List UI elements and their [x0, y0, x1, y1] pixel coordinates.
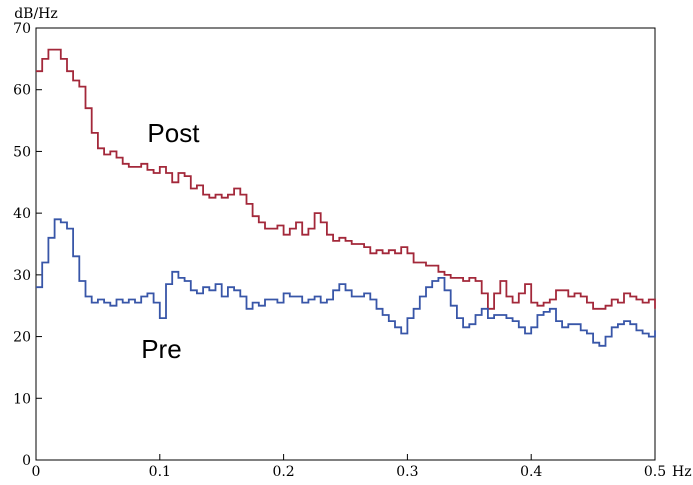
y-tick-label: 30	[13, 268, 31, 284]
annotation-layer: Post Pre	[141, 118, 200, 364]
series-label-post: Post	[147, 118, 200, 148]
x-tick-label: 0.1	[149, 464, 171, 480]
y-tick-label: 0	[22, 453, 31, 469]
y-axis-title: dB/Hz	[14, 6, 58, 22]
series-label-pre: Pre	[141, 334, 181, 364]
y-axis: 0 10 20 30 40 50 60 70	[13, 21, 42, 469]
y-tick-label: 70	[13, 21, 31, 37]
series-layer	[36, 48, 656, 347]
series-line-pre	[36, 218, 656, 347]
x-tick-label: 0	[32, 464, 41, 480]
y-tick-label: 60	[13, 83, 31, 99]
x-axis: 0 0.1 0.2 0.3 0.4 0.5	[32, 454, 666, 480]
y-tick-label: 40	[13, 206, 31, 222]
x-tick-label: 0.5	[644, 464, 666, 480]
y-tick-label: 10	[13, 391, 31, 407]
y-tick-label: 50	[13, 144, 31, 160]
x-tick-label: 0.2	[272, 464, 294, 480]
x-tick-label: 0.3	[396, 464, 418, 480]
x-tick-label: 0.4	[520, 464, 542, 480]
y-tick-label: 20	[13, 330, 31, 346]
series-line-post	[36, 48, 656, 310]
plot-frame	[35, 27, 656, 461]
x-axis-unit: Hz	[672, 464, 692, 480]
